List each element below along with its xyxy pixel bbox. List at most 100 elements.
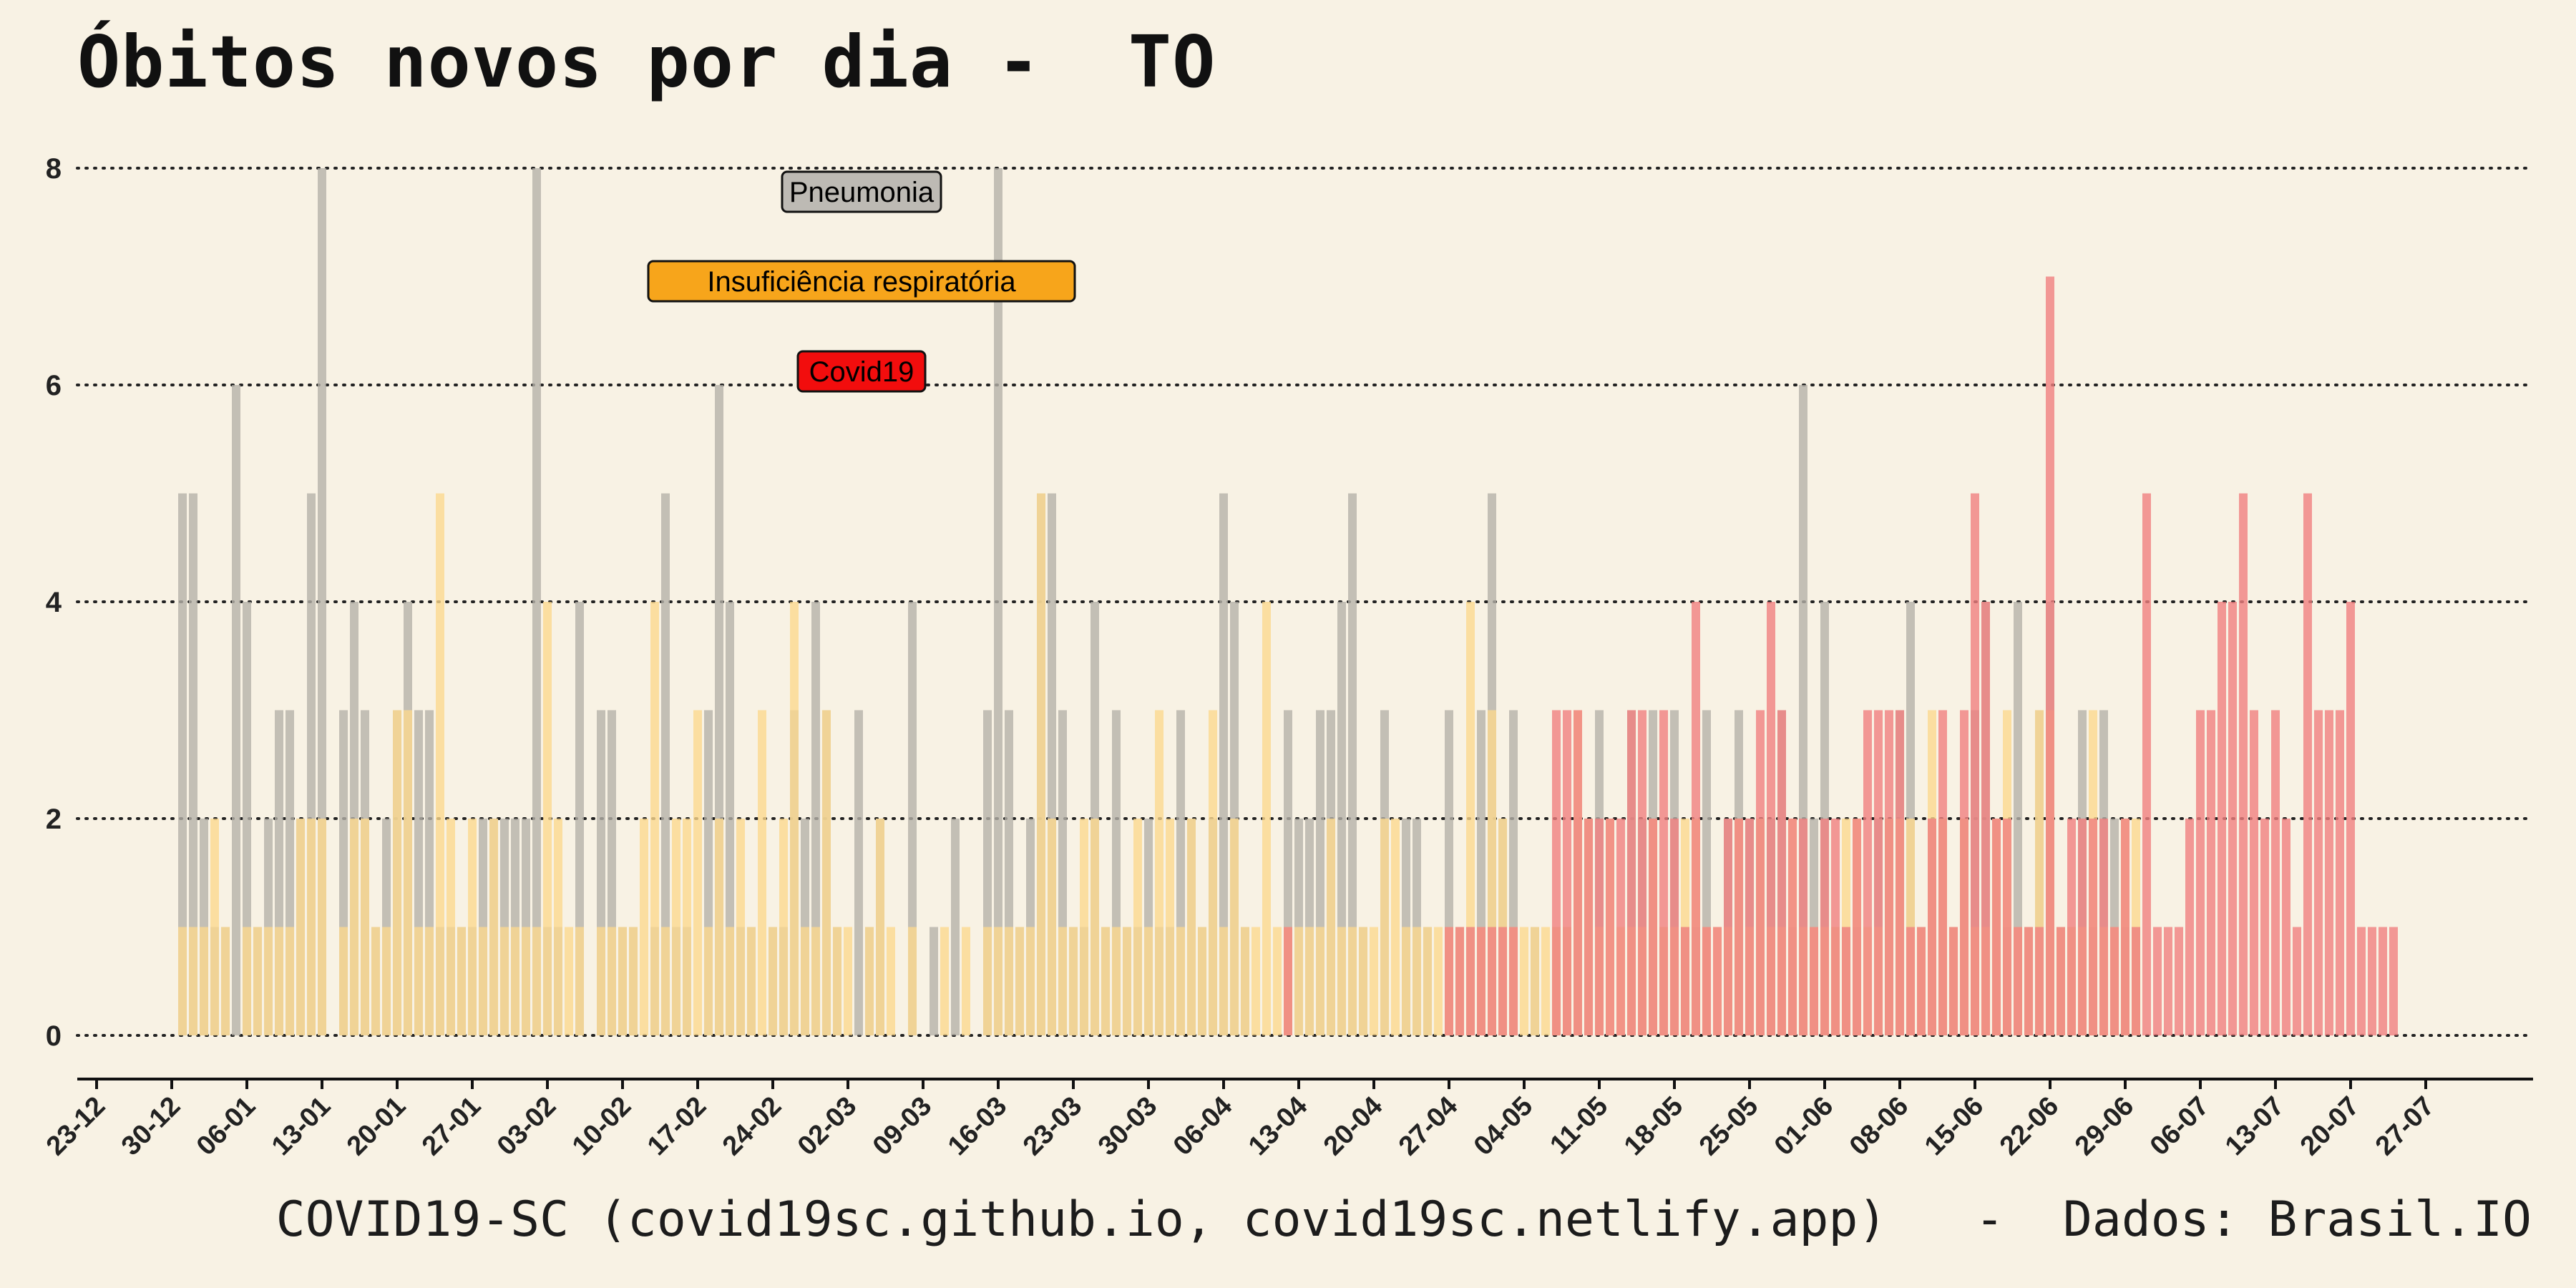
x-tick-label: 23-03 bbox=[1018, 1091, 1088, 1161]
x-tick-label: 25-05 bbox=[1694, 1091, 1764, 1161]
bar bbox=[1219, 493, 1228, 1035]
bar bbox=[2250, 710, 2258, 1035]
x-tick-label: 29-06 bbox=[2069, 1091, 2140, 1161]
x-tick-label: 06-01 bbox=[191, 1091, 261, 1161]
bar bbox=[393, 710, 401, 1035]
bar bbox=[1123, 927, 1131, 1035]
bar bbox=[1563, 710, 1571, 1035]
bar bbox=[425, 927, 434, 1035]
y-tick-label: 4 bbox=[46, 587, 62, 618]
bar bbox=[2003, 819, 2011, 1035]
bar bbox=[779, 819, 788, 1035]
bar bbox=[1949, 927, 1958, 1035]
bar bbox=[1273, 927, 1282, 1035]
bar bbox=[2293, 927, 2301, 1035]
bar bbox=[457, 927, 466, 1035]
bar bbox=[1831, 819, 1840, 1035]
bar bbox=[565, 927, 573, 1035]
bar bbox=[1262, 602, 1271, 1035]
bar bbox=[2379, 927, 2387, 1035]
bar bbox=[468, 819, 477, 1035]
bar bbox=[715, 819, 723, 1035]
bar bbox=[1692, 602, 1700, 1035]
bar bbox=[2357, 927, 2366, 1035]
bar bbox=[608, 927, 616, 1035]
bar bbox=[1606, 819, 1614, 1035]
bar bbox=[661, 927, 670, 1035]
bar bbox=[844, 927, 852, 1035]
y-tick-label: 0 bbox=[46, 1020, 62, 1052]
bar bbox=[1391, 819, 1400, 1035]
bar bbox=[232, 385, 240, 1035]
bar bbox=[940, 927, 949, 1035]
bar bbox=[1380, 819, 1389, 1035]
bar bbox=[629, 927, 638, 1035]
x-tick-label: 02-03 bbox=[792, 1091, 862, 1161]
x-tick-label: 01-06 bbox=[1769, 1091, 1839, 1161]
bar bbox=[447, 819, 455, 1035]
bar bbox=[1477, 927, 1485, 1035]
bar bbox=[1370, 927, 1378, 1035]
bar bbox=[264, 927, 273, 1035]
bar bbox=[1091, 819, 1099, 1035]
x-tick-label: 08-06 bbox=[1844, 1091, 1914, 1161]
bar bbox=[1166, 819, 1174, 1035]
bar bbox=[994, 168, 1002, 1035]
bar bbox=[296, 819, 305, 1035]
bar bbox=[758, 710, 766, 1035]
bar bbox=[2153, 927, 2162, 1035]
bar bbox=[1627, 710, 1636, 1035]
x-tick-label: 11-05 bbox=[1544, 1091, 1614, 1161]
bar bbox=[1509, 927, 1518, 1035]
bar bbox=[1327, 819, 1335, 1035]
bar bbox=[1992, 819, 2001, 1035]
bar bbox=[2078, 819, 2087, 1035]
bar bbox=[811, 927, 820, 1035]
x-tick-label: 06-07 bbox=[2145, 1091, 2215, 1161]
caption: COVID19-SC (covid19sc.github.io, covid19… bbox=[275, 1191, 2532, 1248]
bar bbox=[1434, 927, 1443, 1035]
bar bbox=[1348, 927, 1357, 1035]
bar bbox=[833, 927, 841, 1035]
bar bbox=[1026, 927, 1035, 1035]
bar bbox=[865, 927, 874, 1035]
bar bbox=[1241, 927, 1249, 1035]
bar bbox=[253, 927, 262, 1035]
bar bbox=[769, 927, 777, 1035]
x-tick-label: 27-04 bbox=[1393, 1091, 1463, 1161]
bar bbox=[1005, 927, 1013, 1035]
bar bbox=[1198, 927, 1206, 1035]
bar bbox=[1745, 819, 1754, 1035]
x-tick-label: 23-12 bbox=[41, 1091, 111, 1161]
bar bbox=[350, 819, 358, 1035]
bar bbox=[1423, 927, 1432, 1035]
x-tick-label: 20-01 bbox=[341, 1091, 411, 1161]
bar bbox=[1960, 710, 1968, 1035]
bar bbox=[650, 602, 659, 1035]
bar bbox=[1402, 927, 1410, 1035]
legend-box bbox=[796, 350, 927, 393]
bar bbox=[1316, 927, 1324, 1035]
x-tick-label: 06-04 bbox=[1168, 1091, 1238, 1161]
bar bbox=[2336, 710, 2344, 1035]
bar bbox=[286, 927, 294, 1035]
bar bbox=[1981, 602, 1990, 1035]
bar bbox=[1928, 819, 1936, 1035]
bar bbox=[1863, 710, 1872, 1035]
bar bbox=[2110, 927, 2119, 1035]
bar bbox=[1820, 819, 1829, 1035]
bar bbox=[2239, 493, 2248, 1035]
bar bbox=[1896, 710, 1904, 1035]
bar bbox=[1058, 927, 1067, 1035]
x-tick-label: 03-02 bbox=[492, 1091, 562, 1161]
bar bbox=[1885, 710, 1893, 1035]
x-tick-label: 13-01 bbox=[266, 1091, 336, 1161]
bar bbox=[962, 927, 970, 1035]
bar bbox=[2067, 819, 2076, 1035]
bar bbox=[597, 927, 605, 1035]
bar bbox=[500, 927, 509, 1035]
bar bbox=[243, 927, 251, 1035]
bar bbox=[178, 493, 187, 1035]
bar bbox=[2164, 927, 2172, 1035]
x-tick-label: 09-03 bbox=[867, 1091, 937, 1161]
